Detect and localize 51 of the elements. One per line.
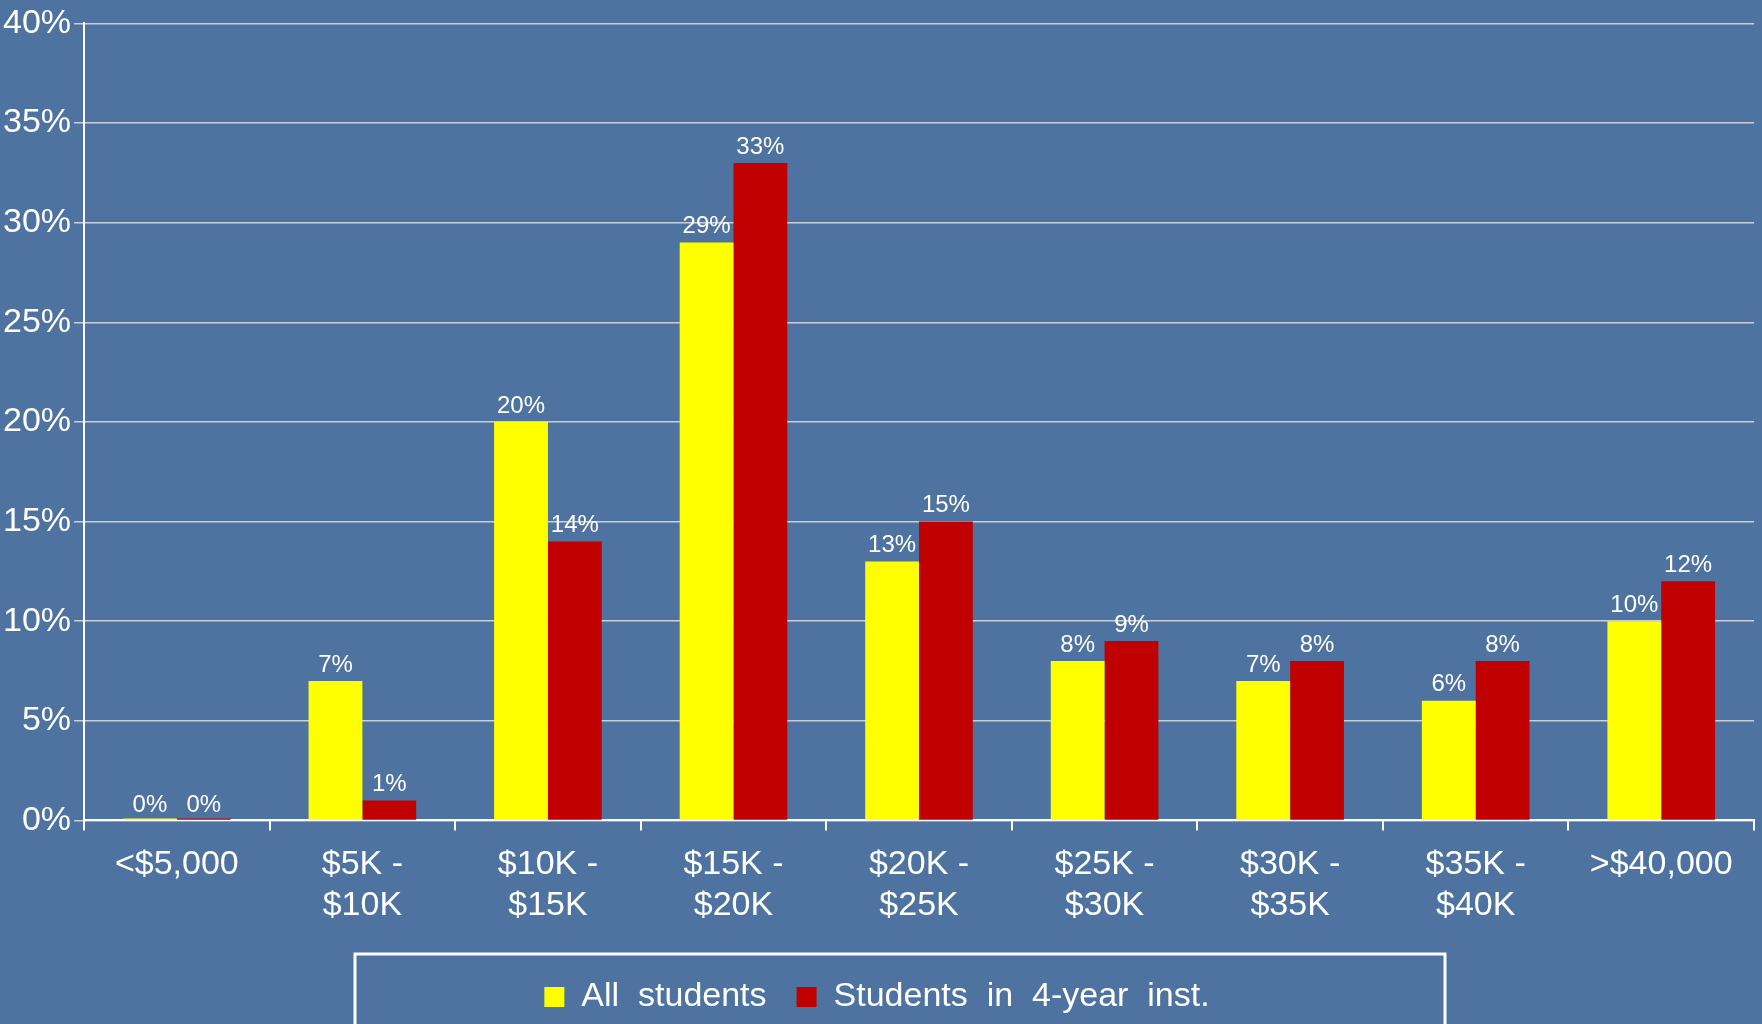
data-label: 1% [371,769,407,797]
y-tick-label: 30% [2,201,72,240]
x-tick-label: $30K - $35K [1240,843,1341,922]
legend-label: All students [581,975,767,1014]
bar [1475,661,1530,820]
bar [1050,661,1105,820]
data-label: 7% [318,649,353,677]
data-label: 8% [1485,629,1520,657]
bar [1607,621,1662,820]
x-tick-label: $5K - $10K [321,843,404,922]
bar [733,162,788,820]
bar [1421,700,1476,820]
bar [1661,581,1716,820]
legend-label: Students in 4-year inst. [833,975,1210,1014]
bar [1290,661,1344,820]
x-tick-label: $35K - $40K [1425,843,1526,922]
y-tick-label: 0% [21,798,72,837]
bar [919,521,973,820]
bar [1236,680,1291,820]
data-label: 33% [736,131,785,159]
x-tick-label: $20K - $25K [868,843,970,922]
data-label: 0% [132,790,168,818]
bar [308,680,363,820]
y-tick-label: 20% [2,400,72,439]
data-label: 7% [1245,649,1281,677]
data-label: 10% [1610,589,1659,617]
bar [547,541,602,820]
x-tick-label: $10K - $15K [497,843,599,922]
bar [865,561,920,820]
data-label: 20% [497,390,546,418]
data-label: 15% [921,490,970,518]
x-tick-label: $25K - $30K [1054,843,1155,922]
data-label: 13% [868,530,917,557]
x-tick-label: >$40,000 [1589,843,1733,882]
y-tick-label: 40% [2,1,72,40]
data-label: 6% [1431,669,1467,697]
data-label: 8% [1060,629,1096,657]
data-label: 12% [1664,549,1713,577]
y-tick-label: 15% [2,499,72,538]
x-tick-label: $15K - $20K [683,843,784,922]
y-tick-label: 35% [2,101,72,140]
y-tick-label: 25% [2,300,72,339]
bar [362,800,417,820]
y-tick-label: 10% [2,599,72,638]
x-tick-label: <$5,000 [114,843,239,882]
data-label: 0% [186,790,222,818]
data-label: 8% [1299,629,1335,657]
bar [494,421,548,820]
bar [679,242,734,820]
bar [1104,641,1159,820]
y-tick-label: 5% [21,699,72,738]
